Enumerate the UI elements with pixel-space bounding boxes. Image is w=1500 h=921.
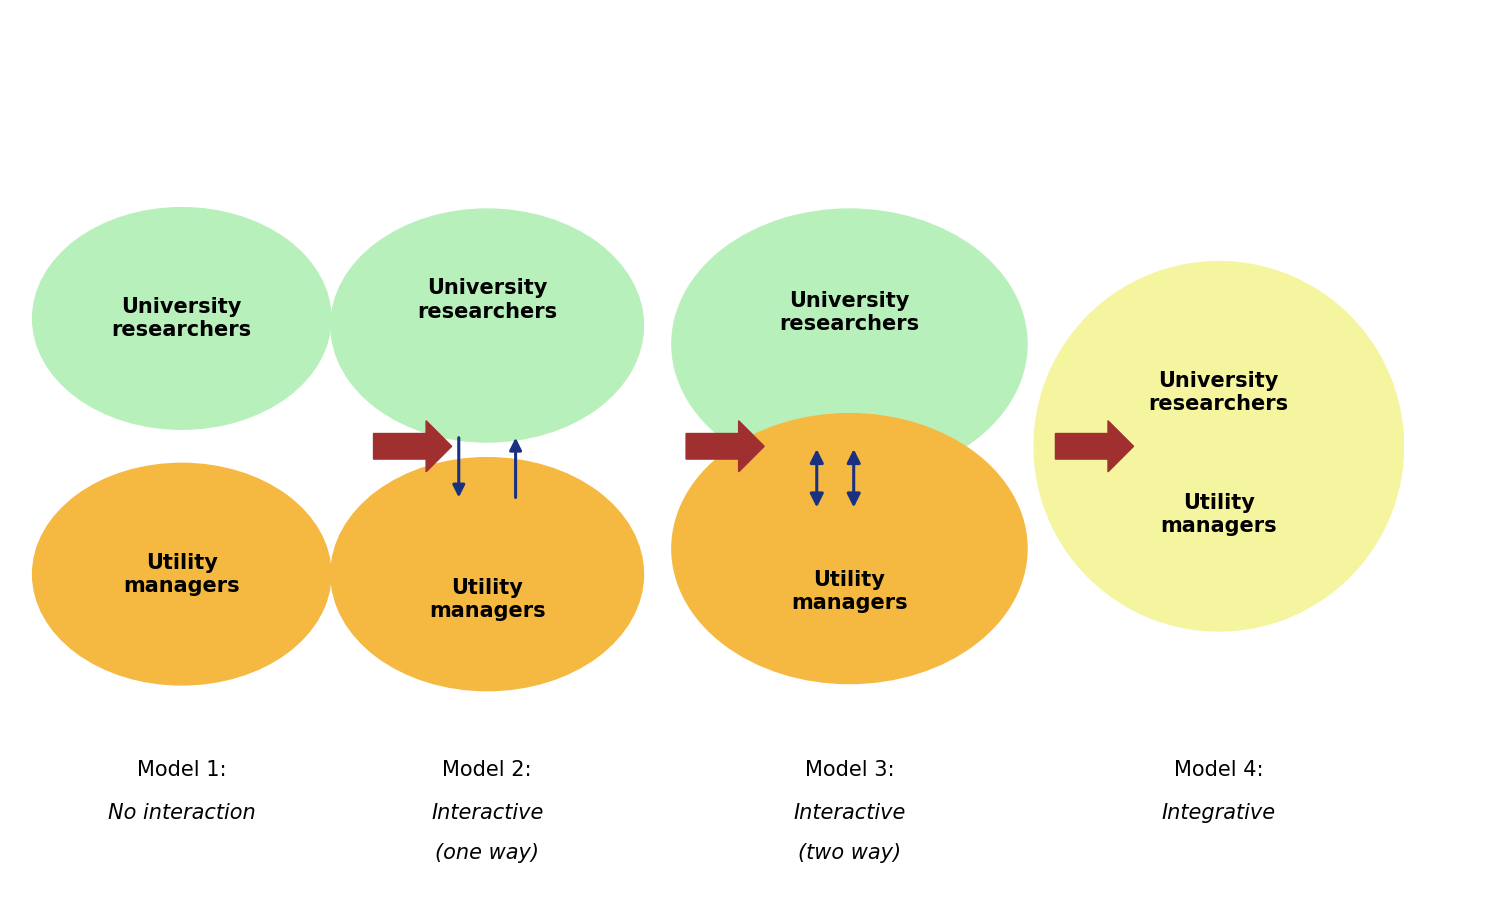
Text: Model 2:: Model 2: — [442, 760, 532, 780]
Ellipse shape — [332, 458, 644, 691]
Ellipse shape — [672, 209, 1028, 479]
Text: Integrative: Integrative — [1161, 803, 1276, 822]
Text: Utility
managers: Utility managers — [429, 578, 546, 622]
Text: Utility
managers: Utility managers — [1161, 493, 1276, 536]
Text: (one way): (one way) — [435, 843, 538, 863]
Text: Interactive: Interactive — [430, 803, 543, 822]
Text: Interactive: Interactive — [794, 803, 906, 822]
Text: University
researchers: University researchers — [780, 291, 920, 334]
Text: University
researchers: University researchers — [417, 278, 556, 321]
Text: Model 3:: Model 3: — [804, 760, 894, 780]
Text: Model 1:: Model 1: — [136, 760, 226, 780]
Ellipse shape — [332, 209, 644, 442]
Ellipse shape — [672, 414, 1028, 683]
Text: Utility
managers: Utility managers — [123, 553, 240, 596]
Ellipse shape — [33, 207, 332, 429]
Text: Utility
managers: Utility managers — [790, 569, 908, 612]
Text: University
researchers: University researchers — [111, 297, 252, 340]
Ellipse shape — [1034, 262, 1404, 631]
Ellipse shape — [33, 463, 332, 685]
FancyArrow shape — [374, 421, 452, 472]
Text: No interaction: No interaction — [108, 803, 255, 822]
FancyArrow shape — [686, 421, 764, 472]
Text: University
researchers: University researchers — [1149, 371, 1288, 414]
Text: Model 4:: Model 4: — [1174, 760, 1263, 780]
Text: (two way): (two way) — [798, 843, 901, 863]
FancyArrow shape — [1056, 421, 1134, 472]
